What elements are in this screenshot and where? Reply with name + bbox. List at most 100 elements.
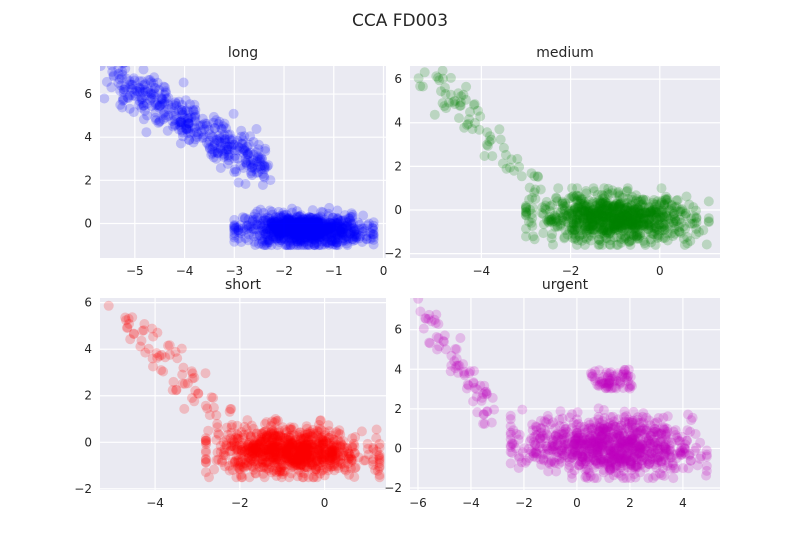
data-point	[560, 198, 571, 209]
data-point	[306, 225, 317, 235]
data-point	[197, 133, 208, 143]
data-point	[332, 224, 343, 235]
data-point	[617, 211, 627, 222]
data-point	[268, 444, 279, 455]
data-point	[235, 220, 246, 231]
data-point	[327, 222, 337, 233]
data-point	[620, 216, 631, 227]
data-point	[189, 396, 200, 407]
data-point	[229, 153, 240, 164]
data-point	[286, 230, 297, 241]
data-point	[698, 225, 709, 236]
data-point	[277, 223, 288, 234]
data-point	[364, 218, 374, 229]
data-point	[265, 454, 276, 465]
data-point	[615, 228, 626, 239]
data-point	[314, 215, 325, 226]
data-point	[622, 211, 633, 222]
data-point	[209, 123, 220, 134]
data-point	[569, 204, 580, 215]
data-point	[240, 213, 250, 224]
data-point	[213, 130, 224, 141]
data-point	[277, 219, 288, 230]
data-point	[691, 205, 701, 216]
data-point	[250, 443, 261, 453]
data-point	[270, 231, 281, 242]
data-point	[598, 211, 609, 221]
data-point	[293, 240, 304, 251]
data-point	[288, 224, 299, 234]
data-point	[154, 351, 165, 361]
data-point	[644, 214, 655, 225]
data-point	[643, 202, 654, 213]
data-point	[269, 458, 280, 468]
data-point	[281, 448, 292, 459]
data-point	[278, 226, 289, 237]
data-point	[332, 230, 343, 241]
data-point	[278, 231, 289, 242]
data-point	[217, 124, 227, 135]
data-point	[275, 222, 286, 233]
data-point	[419, 67, 430, 78]
data-point	[331, 440, 342, 451]
data-point	[265, 224, 276, 235]
data-point	[608, 204, 619, 215]
data-point	[531, 448, 541, 459]
data-point	[315, 228, 326, 239]
data-point	[237, 226, 248, 237]
data-point	[582, 217, 593, 228]
data-point	[338, 224, 349, 235]
data-point	[348, 218, 358, 229]
data-point	[277, 469, 288, 480]
data-point	[626, 460, 637, 471]
data-point	[332, 214, 343, 225]
data-point	[571, 214, 582, 225]
data-point	[198, 132, 209, 143]
data-point	[553, 183, 564, 194]
data-point	[250, 209, 260, 219]
data-point	[303, 214, 314, 225]
data-point	[182, 114, 193, 124]
data-point	[218, 450, 229, 461]
data-point	[307, 441, 318, 452]
data-point	[271, 441, 281, 452]
data-point	[275, 225, 286, 236]
data-point	[604, 228, 615, 238]
data-point	[567, 215, 578, 225]
data-point	[349, 448, 360, 458]
data-point	[682, 238, 693, 249]
data-point	[341, 238, 352, 249]
data-point	[284, 221, 295, 231]
data-point	[358, 223, 369, 234]
data-point	[245, 443, 256, 454]
data-point	[413, 298, 424, 304]
data-point	[317, 207, 328, 218]
data-point	[316, 206, 327, 217]
data-point	[184, 118, 195, 129]
data-point	[272, 441, 283, 452]
data-point	[307, 460, 318, 471]
data-point	[505, 421, 516, 432]
data-point	[602, 198, 613, 209]
data-point	[244, 472, 255, 483]
data-point	[167, 385, 178, 396]
y-tick-label: 2	[84, 389, 92, 403]
data-point	[598, 217, 609, 228]
data-point	[257, 216, 268, 226]
data-point	[214, 136, 225, 147]
data-point	[640, 425, 651, 436]
data-point	[659, 222, 670, 233]
data-point	[240, 153, 251, 164]
data-point	[297, 440, 308, 451]
data-point	[626, 219, 637, 230]
data-point	[335, 225, 346, 236]
data-point	[629, 203, 640, 214]
data-point	[540, 200, 551, 211]
data-point	[262, 456, 273, 467]
data-point	[622, 211, 633, 221]
data-point	[431, 309, 442, 320]
data-point	[237, 144, 248, 154]
data-point	[281, 444, 292, 455]
data-point	[635, 212, 646, 223]
data-point	[306, 228, 317, 239]
